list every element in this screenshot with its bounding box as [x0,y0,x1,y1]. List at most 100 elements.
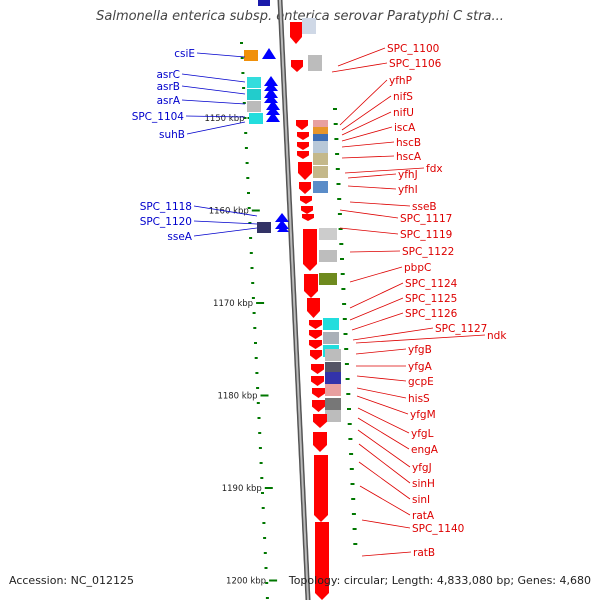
minor-tick-right [336,183,341,185]
minor-tick-right [335,153,340,155]
feature-block [247,101,261,112]
gene-label[interactable]: SPC_1104 [132,111,185,123]
gene-label[interactable]: engA [411,444,439,456]
gene-label[interactable]: nifU [393,107,414,119]
feature-block [319,250,337,262]
minor-tick-right [341,288,346,290]
gene-label[interactable]: hscB [396,137,421,149]
gene-label[interactable]: iscA [394,122,416,134]
minor-tick-left [254,357,258,359]
gene-label[interactable]: SPC_1120 [140,216,192,228]
gene-label[interactable]: sseA [167,231,192,243]
minor-tick-left [253,327,257,329]
gene-label[interactable]: SPC_1126 [405,308,458,320]
leader-line [193,205,258,217]
leader-line [356,387,407,399]
feature-block [313,153,328,165]
minor-tick-right [344,348,349,350]
minor-tick-left [251,282,255,284]
minor-tick-right [340,258,344,260]
feature-block [323,318,339,330]
feature-block [323,332,339,344]
minor-tick-left [246,177,250,179]
leader-line [341,141,395,148]
gene-label[interactable]: SPC_1140 [412,523,464,535]
leader-line [344,167,425,174]
minor-tick-left [256,387,260,389]
minor-tick-right [333,108,337,110]
leader-line [341,111,392,136]
gene-label[interactable]: asrA [157,95,181,107]
gene-label[interactable]: yfhI [398,184,418,196]
scale-tick-label: 1150 kbp [204,114,244,124]
gene-label[interactable]: SPC_1119 [400,229,452,241]
gene-label[interactable]: sseB [412,201,437,213]
gene-label[interactable]: yfhJ [398,169,418,181]
minor-tick-left [262,522,266,524]
genome-summary: Topology: circular; Length: 4,833,080 bp… [288,574,591,587]
gene-label[interactable]: ratB [413,547,435,559]
leader-line [352,327,434,341]
gene-label[interactable]: yfgM [410,409,436,421]
gene-label[interactable]: sinH [412,478,435,490]
gene-label[interactable]: csiE [174,48,195,60]
minor-tick-right [347,408,351,410]
gene-label[interactable]: fdx [426,163,443,175]
reverse-gene-arrow [312,400,325,412]
gene-label[interactable]: SPC_1106 [389,58,442,70]
reverse-gene-arrow [312,388,325,398]
minor-tick-left [263,552,267,554]
minor-tick-left [258,432,262,434]
gene-label[interactable]: nifS [393,91,413,103]
forward-gene-arrow [264,94,278,103]
leader-line [193,220,258,225]
minor-tick-left [254,342,257,344]
reverse-gene-arrow [313,414,327,428]
gene-label[interactable]: SPC_1117 [400,213,452,225]
leader-line [193,227,258,237]
gene-label[interactable]: gcpE [408,376,434,388]
gene-label[interactable]: SPC_1127 [435,323,487,335]
gene-label[interactable]: SPC_1125 [405,293,457,305]
gene-label[interactable]: SPC_1118 [140,201,192,213]
minor-tick-left [265,597,269,599]
gene-label[interactable]: pbpC [404,262,431,274]
gene-label[interactable]: hscA [396,151,422,163]
gene-label[interactable]: yfhP [389,75,412,87]
gene-label[interactable]: yfgL [411,428,434,440]
major-tick [269,579,278,582]
leader-line [355,334,486,344]
feature-block [249,113,263,124]
gene-label[interactable]: sinI [412,494,430,506]
minor-tick-left [255,372,259,374]
gene-label[interactable]: suhB [159,129,185,141]
gene-label[interactable]: asrC [156,69,180,81]
gene-label[interactable]: yfgA [408,361,433,373]
gene-label[interactable]: ndk [487,330,507,342]
minor-tick-right [344,363,349,365]
gene-label[interactable]: ratA [412,510,435,522]
reverse-gene-arrow [309,340,322,349]
forward-gene-arrow [264,82,278,91]
leader-line [358,443,411,484]
gene-label[interactable]: hisS [408,393,430,405]
gene-label[interactable]: yfgB [408,344,432,356]
leader-line [356,395,409,415]
gene-label[interactable]: yfgJ [412,462,432,474]
major-tick [256,302,265,304]
leader-line [356,375,407,382]
minor-tick-left [261,507,265,509]
gene-label[interactable]: SPC_1124 [405,278,458,290]
leader-line [349,282,404,309]
leader-line [339,79,388,126]
gene-label[interactable]: SPC_1100 [387,43,439,55]
feature-block [247,89,261,100]
minor-tick-right [335,168,340,170]
forward-gene-arrow [266,106,280,115]
gene-label[interactable]: asrB [157,81,180,93]
gene-label[interactable]: SPC_1122 [402,246,454,258]
leader-line [181,99,246,105]
